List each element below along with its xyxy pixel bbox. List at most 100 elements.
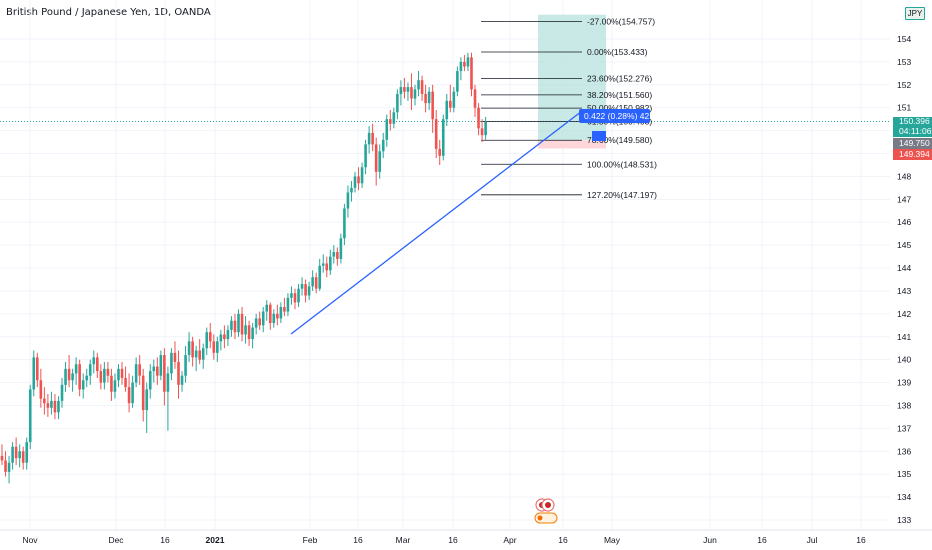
candle-body xyxy=(484,121,487,136)
candle-body xyxy=(148,371,152,390)
time-tick-label: Mar xyxy=(396,535,411,545)
event-badge-icon[interactable] xyxy=(532,497,560,525)
price-tick-label: 146 xyxy=(897,217,911,227)
candle-body xyxy=(21,451,25,463)
entry-marker xyxy=(592,131,606,141)
price-tick-label: 153 xyxy=(897,57,911,67)
candle-body xyxy=(39,380,43,399)
level-gray-tag: 149.750 xyxy=(899,138,930,148)
fib-level-label: 127.20%(147.197) xyxy=(587,190,657,200)
currency-badge[interactable]: JPY xyxy=(905,7,925,20)
candle-body xyxy=(194,350,198,358)
candle-body xyxy=(4,460,7,472)
candle-body xyxy=(328,256,332,271)
candle-body xyxy=(473,89,477,108)
candle-body xyxy=(304,284,307,296)
candle-body xyxy=(314,277,318,289)
candle-body xyxy=(441,119,445,156)
candle-body xyxy=(389,119,392,124)
price-tick-label: 139 xyxy=(897,378,911,388)
time-tick-label: Jun xyxy=(703,535,717,545)
candle-body xyxy=(381,139,385,152)
candle-body xyxy=(110,375,113,392)
candle-body xyxy=(431,91,434,120)
candle-body xyxy=(438,148,442,156)
candle-body xyxy=(336,252,339,259)
fib-level-label: 50.00%(150.982) xyxy=(587,103,652,113)
candle-body xyxy=(420,80,424,94)
candle-body xyxy=(350,187,353,193)
candle-body xyxy=(177,361,180,385)
candle-body xyxy=(427,91,431,104)
candle-body xyxy=(378,151,382,172)
candle-body xyxy=(74,364,78,374)
last-price-tag-bg xyxy=(893,117,932,127)
candle-body xyxy=(279,306,283,319)
candle-body xyxy=(325,263,329,271)
candle-body xyxy=(230,320,233,330)
price-tick-label: 134 xyxy=(897,492,911,502)
candle-body xyxy=(353,176,357,188)
candle-body xyxy=(226,329,230,340)
time-tick-label: 16 xyxy=(448,535,458,545)
candle-body xyxy=(208,332,212,342)
candle-body xyxy=(290,293,293,298)
candle-body xyxy=(53,400,57,413)
candle-body xyxy=(103,368,106,383)
candle-body xyxy=(152,366,156,372)
candle-body xyxy=(145,389,149,411)
candle-body xyxy=(367,132,371,145)
time-tick-label: 16 xyxy=(757,535,767,545)
candle-body xyxy=(297,288,300,303)
time-tick-label: 16 xyxy=(160,535,170,545)
fib-level-label: 0.00%(153.433) xyxy=(587,47,648,57)
time-tick-label: Apr xyxy=(503,535,516,545)
price-tick-label: 140 xyxy=(897,355,911,365)
candle-body xyxy=(360,167,364,184)
measure-label: 0.422 (0.28%) 42.2 xyxy=(584,111,657,121)
level-red-tag-bg xyxy=(893,149,932,160)
candle-body xyxy=(265,304,269,312)
candle-body xyxy=(99,371,103,383)
time-tick-label: Nov xyxy=(22,535,38,545)
candle-body xyxy=(78,364,81,390)
candle-body xyxy=(311,277,314,287)
candle-body xyxy=(85,375,89,381)
candle-body xyxy=(385,119,389,140)
candle-body xyxy=(392,112,396,124)
candle-body xyxy=(138,364,141,376)
candle-body xyxy=(470,57,473,90)
candle-body xyxy=(18,451,21,459)
fib-level-label: -27.00%(154.757) xyxy=(587,17,655,27)
candle-body xyxy=(219,334,223,342)
time-tick-label: Dec xyxy=(108,535,124,545)
candle-body xyxy=(276,313,279,319)
candle-body xyxy=(191,341,194,358)
candle-body xyxy=(343,208,346,239)
candle-body xyxy=(300,284,304,289)
candle-body xyxy=(113,380,117,392)
candle-body xyxy=(449,100,452,108)
price-tick-label: 148 xyxy=(897,171,911,181)
price-tick-label: 147 xyxy=(897,194,911,204)
candle-body xyxy=(36,357,39,381)
fib-level-label: 38.20%(151.560) xyxy=(587,90,652,100)
candle-body xyxy=(321,263,325,266)
candle-body xyxy=(173,352,177,362)
candle-body xyxy=(399,87,403,94)
candle-body xyxy=(339,238,343,259)
candle-body xyxy=(184,355,187,376)
candle-body xyxy=(159,355,163,376)
candle-body xyxy=(67,368,71,381)
price-tick-label: 143 xyxy=(897,286,911,296)
candle-body xyxy=(212,341,216,353)
price-tick-label: 141 xyxy=(897,332,911,342)
candle-body xyxy=(180,375,184,385)
candle-body xyxy=(374,144,378,172)
position-zones xyxy=(0,14,890,149)
candle-body xyxy=(286,297,290,312)
candle-body xyxy=(166,373,170,392)
candle-body xyxy=(283,306,286,312)
